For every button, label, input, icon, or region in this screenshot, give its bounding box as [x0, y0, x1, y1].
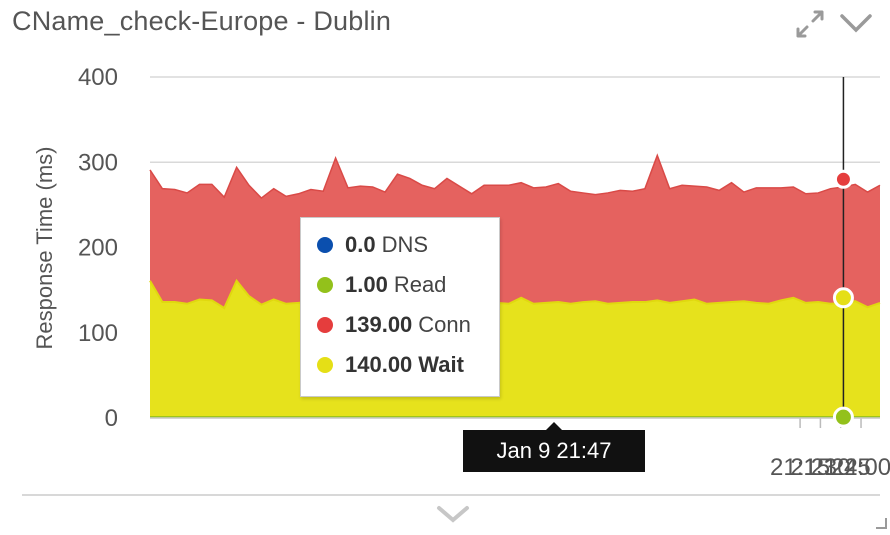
read-dot-icon [317, 277, 333, 293]
expand-arrows-icon[interactable] [792, 6, 828, 42]
x-tick-label: 21:45 [811, 454, 871, 481]
tooltip-dns-value: 0.0 [345, 232, 376, 257]
tooltip-row-conn: 139.00 Conn [317, 310, 471, 340]
y-axis-label: Response Time (ms) [32, 147, 57, 350]
y-tick-label: 200 [78, 235, 118, 262]
dns-dot-icon [317, 237, 333, 253]
tooltip-conn-value: 139.00 [345, 312, 413, 337]
wait-dot-icon [317, 357, 333, 373]
crosshair-point-read [832, 406, 854, 428]
tooltip-row-wait: 140.00 Wait [317, 350, 464, 380]
tooltip-row-read: 1.00 Read [317, 270, 446, 300]
crosshair-time-label: Jan 9 21:47 [463, 422, 645, 472]
widget-title: CName_check-Europe - Dublin [12, 6, 392, 36]
series-area-conn [150, 155, 880, 309]
tooltip-wait-value: 140.00 [345, 352, 413, 377]
chevron-down-icon[interactable] [435, 502, 471, 526]
y-tick-label: 300 [78, 149, 118, 176]
crosshair-point-wait [832, 287, 854, 309]
x-tick-label: 22:00 [831, 454, 890, 481]
chart-tooltip: 0.0 DNS 1.00 Read 139.00 Conn 140.00 Wai… [300, 217, 500, 397]
tooltip-row-dns: 0.0 DNS [317, 230, 428, 260]
series-line-conn [149, 153, 881, 200]
tooltip-wait-label: Wait [418, 352, 464, 377]
tooltip-conn-label: Conn [418, 312, 471, 337]
tooltip-read-label: Read [393, 272, 447, 297]
crosshair-point-conn [833, 169, 853, 189]
x-tick-label: 21:15 [770, 454, 830, 481]
tooltip-read-value: 1.00 [345, 272, 388, 297]
conn-dot-icon [317, 317, 333, 333]
series-line-wait [149, 278, 881, 310]
y-tick-label: 100 [78, 320, 118, 347]
tooltip-dns-label: DNS [381, 232, 429, 257]
footer-divider [22, 494, 880, 496]
x-tick-label: 21:30 [790, 454, 850, 481]
y-tick-label: 0 [105, 405, 118, 432]
y-tick-label: 400 [78, 64, 118, 91]
resize-corner-icon[interactable] [874, 516, 888, 530]
chevron-down-icon[interactable] [838, 6, 874, 42]
